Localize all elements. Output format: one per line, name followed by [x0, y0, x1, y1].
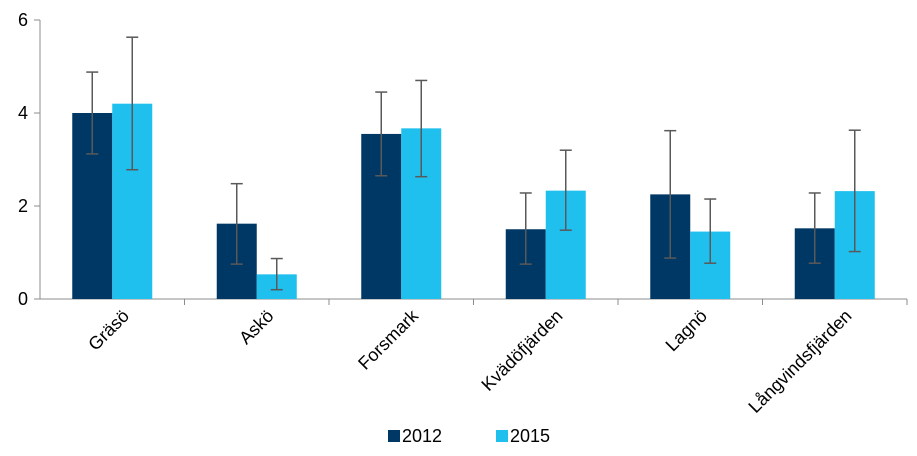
x-category-label: Forsmark	[354, 305, 423, 374]
y-tick-label: 0	[18, 289, 28, 309]
legend-swatch-2012	[388, 430, 400, 442]
x-category-label: Gräsö	[84, 306, 133, 355]
y-tick-label: 6	[18, 10, 28, 30]
legend-label: 2012	[402, 426, 442, 446]
x-category-label: Askö	[235, 306, 277, 348]
x-category-label: Lagnö	[662, 306, 712, 356]
y-tick-label: 4	[18, 103, 28, 123]
y-tick-label: 2	[18, 196, 28, 216]
legend-label: 2015	[510, 426, 550, 446]
x-category-label: Kvädöfjärden	[477, 306, 566, 395]
x-category-label: Långvindsfjärden	[744, 306, 855, 417]
legend-swatch-2015	[496, 430, 508, 442]
